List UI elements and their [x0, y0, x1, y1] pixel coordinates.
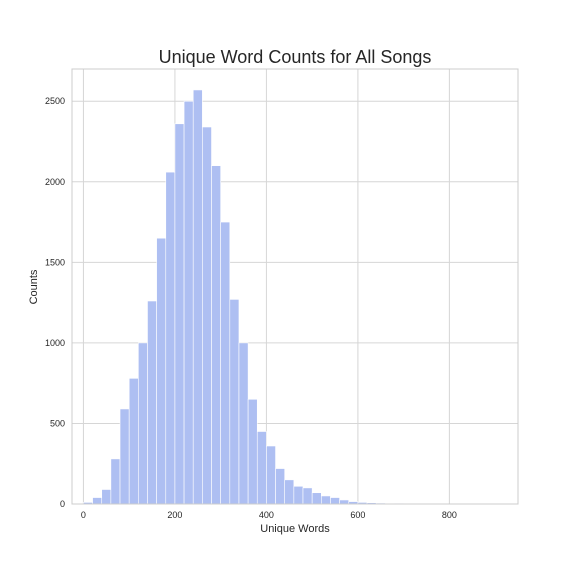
y-tick-label: 0 — [60, 499, 65, 509]
x-tick-label: 400 — [259, 510, 274, 520]
histogram-bar — [339, 499, 350, 505]
histogram-bar — [238, 342, 249, 505]
histogram-bar — [119, 408, 130, 505]
histogram-bar — [128, 378, 139, 505]
y-tick-label: 500 — [50, 418, 65, 428]
histogram-bar — [284, 479, 295, 505]
y-tick-label: 2500 — [45, 96, 65, 106]
histogram-bar — [202, 126, 212, 505]
y-tick-label: 2000 — [45, 177, 65, 187]
histogram-bar — [247, 398, 258, 505]
y-tick-label: 1500 — [45, 257, 65, 267]
histogram-bar — [101, 489, 112, 505]
histogram-bar — [147, 300, 157, 505]
histogram-bar — [138, 342, 148, 505]
bars — [83, 89, 496, 505]
y-tick-label: 1000 — [45, 338, 65, 348]
histogram-bar — [92, 497, 103, 505]
x-axis-label: Unique Words — [260, 523, 330, 535]
histogram-bar — [220, 221, 231, 505]
x-tick-label: 200 — [167, 510, 182, 520]
histogram-bar — [156, 237, 167, 505]
histogram-bar — [302, 487, 313, 505]
histogram-bar — [165, 171, 176, 505]
histogram-bar — [229, 299, 240, 505]
histogram-bar — [275, 468, 286, 505]
y-axis-label: Counts — [28, 269, 40, 304]
histogram-bar — [192, 89, 203, 505]
x-tick-label: 600 — [350, 510, 365, 520]
histogram-bar — [211, 165, 221, 505]
histogram-bar — [293, 485, 304, 505]
x-tick-label: 0 — [81, 510, 86, 520]
histogram-bar — [330, 497, 340, 505]
histogram-bar — [321, 495, 331, 505]
histogram-bar — [174, 123, 185, 505]
x-tick-label: 800 — [442, 510, 457, 520]
plot-frame — [71, 68, 519, 505]
histogram-bar — [256, 431, 267, 505]
histogram-bar — [311, 492, 322, 505]
histogram-bar — [266, 445, 276, 505]
tick-labels: 0 200 400 600 800 0 500 1000 1500 2000 2500 — [45, 96, 457, 520]
histogram-bar — [110, 458, 121, 505]
chart-title: Unique Word Counts for All Songs — [159, 47, 432, 67]
histogram-bar — [183, 100, 194, 505]
